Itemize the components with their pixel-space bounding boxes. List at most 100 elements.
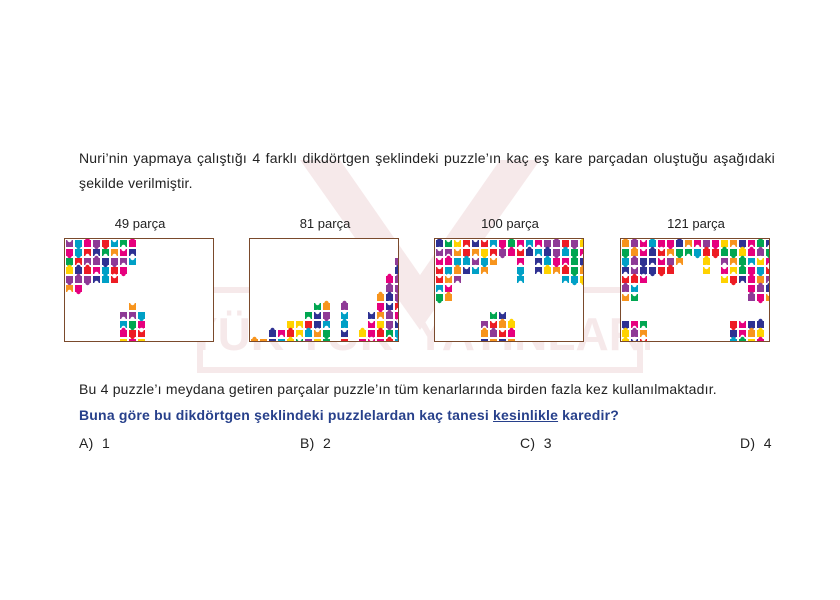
- question-text: Nuri’nin yapmaya çalıştığı 4 farklı dikd…: [79, 150, 775, 191]
- puzzle-piece: [649, 246, 656, 256]
- puzzle-piece: [622, 239, 629, 247]
- puzzle-piece: [649, 258, 656, 268]
- puzzle-piece: [658, 255, 665, 265]
- puzzle-piece: [499, 309, 506, 319]
- puzzle-piece: [93, 240, 100, 250]
- option-c[interactable]: C) 3: [520, 435, 552, 451]
- puzzle-piece: [278, 330, 285, 340]
- puzzle-panel-121: [620, 238, 770, 342]
- puzzle-piece: [490, 318, 497, 328]
- puzzle-piece: [481, 239, 488, 247]
- puzzle-piece: [622, 273, 629, 283]
- puzzle-piece: [748, 246, 755, 256]
- puzzle-piece: [111, 258, 118, 268]
- option-b[interactable]: B) 2: [300, 435, 331, 451]
- option-b-letter: B): [300, 435, 315, 451]
- puzzle-piece: [260, 339, 267, 341]
- puzzle-piece: [622, 327, 629, 337]
- puzzle-piece: [129, 239, 136, 247]
- puzzle-piece: [377, 327, 384, 337]
- puzzle-piece: [305, 312, 312, 322]
- puzzle-piece: [649, 267, 656, 277]
- puzzle-piece: [368, 336, 375, 341]
- puzzle-piece: [499, 249, 506, 259]
- puzzle-piece: [129, 339, 136, 341]
- puzzle-piece: [377, 312, 384, 322]
- puzzle-piece: [517, 246, 524, 256]
- puzzle-piece: [278, 339, 285, 341]
- puzzle-piece: [454, 276, 461, 286]
- puzzle-piece: [622, 258, 629, 268]
- panel-label-2: 81 parça: [299, 216, 351, 231]
- puzzle-piece: [571, 255, 578, 265]
- prompt-underlined: kesinlikle: [493, 407, 559, 423]
- puzzle-piece: [676, 239, 683, 247]
- puzzle-piece: [296, 336, 303, 341]
- puzzle-piece: [436, 294, 443, 304]
- puzzle-piece: [580, 249, 583, 259]
- puzzle-piece: [481, 267, 488, 277]
- puzzle-piece: [359, 327, 366, 337]
- puzzle-piece: [269, 327, 276, 337]
- puzzle-piece: [472, 239, 479, 247]
- puzzle-piece: [481, 339, 488, 341]
- puzzle-piece: [120, 339, 127, 341]
- puzzle-piece: [305, 339, 312, 341]
- puzzle-piece: [640, 321, 647, 331]
- puzzle-piece: [580, 239, 583, 247]
- puzzle-piece: [739, 318, 746, 328]
- puzzle-piece: [84, 239, 91, 247]
- puzzle-piece: [463, 264, 470, 274]
- puzzle-piece: [472, 264, 479, 274]
- puzzle-piece: [640, 246, 647, 256]
- puzzle-piece: [676, 249, 683, 259]
- puzzle-piece: [535, 240, 542, 250]
- puzzle-piece: [631, 282, 638, 292]
- puzzle-piece: [721, 273, 728, 283]
- puzzle-panel-49: [64, 238, 214, 342]
- puzzle-piece: [757, 318, 764, 328]
- puzzle-piece: [535, 267, 542, 277]
- puzzle-piece: [93, 267, 100, 277]
- puzzle-piece: [120, 267, 127, 277]
- puzzle-piece: [730, 267, 737, 277]
- puzzle-piece: [667, 264, 674, 274]
- puzzle-piece: [721, 246, 728, 256]
- option-c-letter: C): [520, 435, 536, 451]
- puzzle-piece: [757, 336, 764, 341]
- puzzle-piece: [323, 339, 330, 341]
- puzzle-piece: [481, 327, 488, 337]
- puzzle-piece: [580, 276, 583, 286]
- puzzle-piece: [499, 327, 506, 337]
- puzzle-piece: [757, 267, 764, 277]
- puzzle-piece: [395, 273, 398, 283]
- puzzle-piece: [703, 246, 710, 256]
- puzzle-piece: [730, 336, 737, 341]
- option-a[interactable]: A) 1: [79, 435, 110, 451]
- puzzle-piece: [84, 249, 91, 259]
- puzzle-piece: [685, 249, 692, 259]
- puzzle-piece: [748, 273, 755, 283]
- option-d[interactable]: D) 4: [740, 435, 772, 451]
- puzzle-piece: [703, 264, 710, 274]
- puzzle-piece: [757, 246, 764, 256]
- puzzle-piece: [739, 246, 746, 256]
- puzzle-piece: [84, 264, 91, 274]
- puzzle-piece: [386, 309, 393, 319]
- puzzle-piece: [694, 249, 701, 259]
- puzzle-piece: [102, 240, 109, 250]
- puzzle-piece: [544, 264, 551, 274]
- puzzle-piece: [341, 339, 348, 341]
- puzzle-piece: [499, 318, 506, 328]
- puzzle-pieces-121: [622, 239, 769, 341]
- puzzle-piece: [129, 255, 136, 265]
- question-prompt: Buna göre bu dikdörtgen şeklindeki puzzl…: [79, 407, 619, 423]
- puzzle-piece: [562, 276, 569, 286]
- puzzle-piece: [377, 303, 384, 313]
- puzzle-piece: [395, 330, 398, 340]
- puzzle-piece: [75, 249, 82, 259]
- puzzle-piece: [445, 282, 452, 292]
- puzzle-piece: [730, 321, 737, 331]
- puzzle-piece: [66, 249, 73, 259]
- puzzle-piece: [314, 327, 321, 337]
